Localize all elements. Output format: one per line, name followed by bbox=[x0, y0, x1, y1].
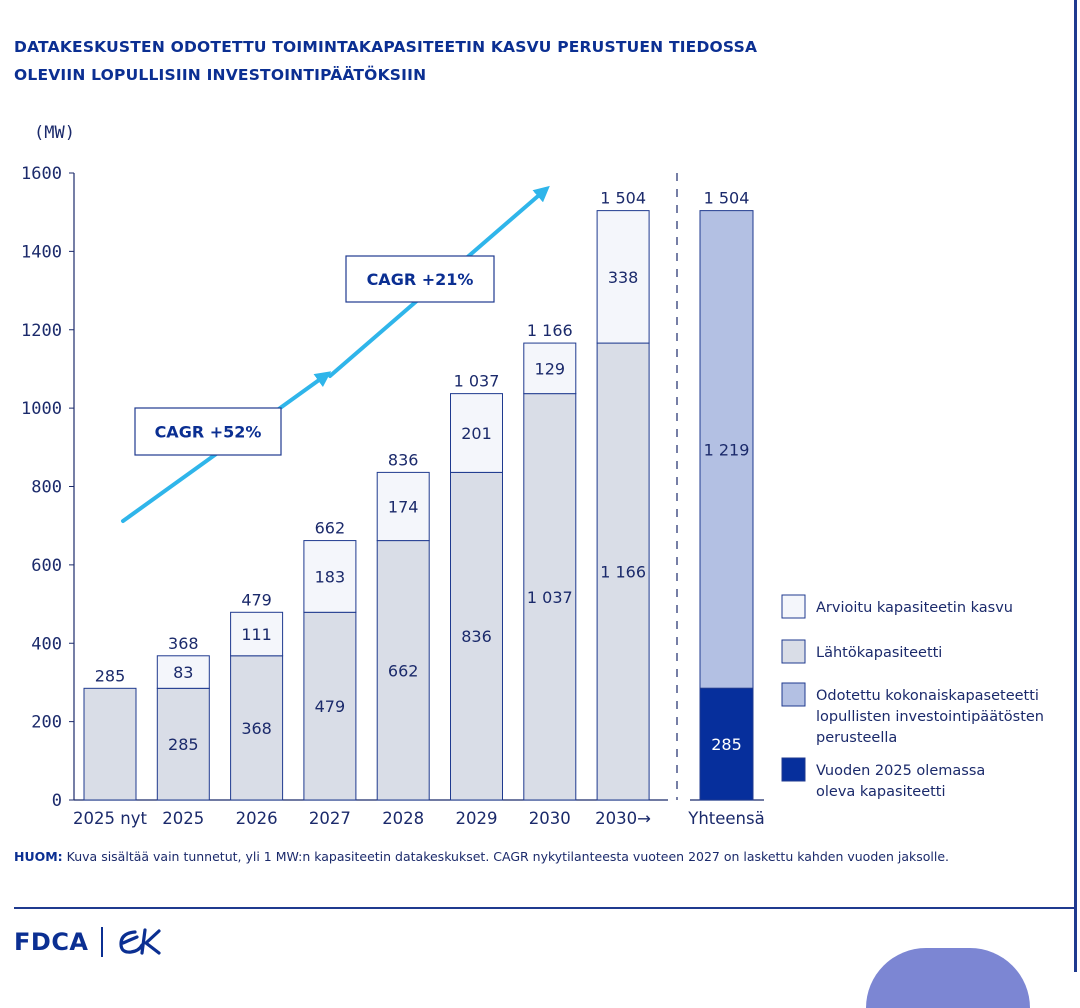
total-bar-existing-segment bbox=[699, 687, 754, 801]
x-tick-label: 2030 bbox=[529, 809, 571, 828]
total-bar-expected-label: 1 219 bbox=[704, 440, 750, 459]
bar-base-label: 368 bbox=[241, 719, 272, 738]
bar-growth-segment bbox=[523, 342, 577, 395]
footnote: HUOM: Kuva sisältää vain tunnetut, yli 1… bbox=[14, 849, 1064, 864]
bar-base-label: 836 bbox=[461, 627, 492, 646]
bar-base-label: 662 bbox=[388, 661, 419, 680]
x-tick-label: 2027 bbox=[309, 809, 351, 828]
bar-total-label: 1 166 bbox=[527, 321, 573, 340]
legend-swatch bbox=[781, 757, 806, 782]
footnote-text: Kuva sisältää vain tunnetut, yli 1 MW:n … bbox=[62, 849, 949, 864]
x-tick-label: 2030→ bbox=[595, 809, 651, 828]
legend-swatch bbox=[781, 594, 806, 619]
bar-growth-segment bbox=[596, 210, 650, 344]
bar-base-segment bbox=[303, 611, 357, 801]
bar-growth-segment bbox=[230, 611, 284, 657]
footer-logo[interactable]: FDCA bbox=[14, 922, 175, 962]
logo-separator bbox=[100, 927, 103, 957]
bar-total-label: 836 bbox=[388, 450, 419, 469]
bar-growth-label: 201 bbox=[461, 424, 492, 443]
legend-label: lopullisten investointipäätösten bbox=[816, 709, 1044, 725]
legend-label: Vuoden 2025 olemassa bbox=[816, 763, 985, 779]
x-tick-label: 2025 bbox=[162, 809, 204, 828]
y-tick-label: 1000 bbox=[21, 399, 62, 419]
fdca-logo-text: FDCA bbox=[14, 928, 89, 956]
legend-label: oleva kapasiteetti bbox=[816, 784, 946, 800]
bar-growth-segment bbox=[376, 471, 430, 542]
bar-total-label: 368 bbox=[168, 634, 199, 653]
chart-title: DATAKESKUSTEN ODOTETTU TOIMINTAKAPASITEE… bbox=[14, 33, 874, 89]
bar-growth-segment bbox=[156, 655, 210, 689]
x-tick-label: 2029 bbox=[456, 809, 498, 828]
bar-growth-label: 174 bbox=[388, 497, 419, 516]
bar-total-label: 1 504 bbox=[600, 189, 646, 208]
bar-base-label: 1 166 bbox=[600, 563, 646, 582]
footnote-prefix: HUOM: bbox=[14, 849, 63, 864]
x-tick-label: 2025 nyt bbox=[73, 809, 147, 828]
bar-base-label: 479 bbox=[315, 697, 346, 716]
bar-base-segment bbox=[83, 687, 137, 801]
y-tick-label: 0 bbox=[52, 791, 62, 811]
cagr-box bbox=[134, 407, 282, 456]
stacked-bar-chart: (MW) 0 200 400 600 800 1000 1200 1400 1600 285 2025… bbox=[21, 123, 1044, 828]
x-tick-label: 2028 bbox=[382, 809, 424, 828]
legend-label: Arvioitu kapasiteetin kasvu bbox=[816, 600, 1013, 616]
bar-base-segment bbox=[596, 342, 650, 801]
bar-growth-segment bbox=[303, 540, 357, 613]
bar-base-segment bbox=[523, 393, 577, 801]
bar-growth-label: 338 bbox=[608, 268, 639, 287]
cagr-label: CAGR +52% bbox=[155, 423, 262, 442]
y-tick-label: 600 bbox=[31, 556, 62, 576]
x-tick-label: 2026 bbox=[236, 809, 278, 828]
total-bar-existing-label: 285 bbox=[711, 735, 742, 754]
bar-base-segment bbox=[376, 540, 430, 801]
corner-button-shape[interactable] bbox=[866, 948, 1030, 1008]
chart-title-line-1: DATAKESKUSTEN ODOTETTU TOIMINTAKAPASITEE… bbox=[14, 38, 758, 56]
bar-total-label: 479 bbox=[241, 590, 272, 609]
cagr-label: CAGR +21% bbox=[367, 270, 474, 289]
y-tick-label: 200 bbox=[31, 713, 62, 733]
bar-total-label: 1 037 bbox=[454, 372, 500, 391]
bar-growth-label: 111 bbox=[241, 625, 272, 644]
legend-label: Lähtökapasiteetti bbox=[816, 645, 942, 661]
y-tick-label: 800 bbox=[31, 478, 62, 498]
chart-title-line-2: OLEVIIN LOPULLISIIN INVESTOINTIPÄÄTÖKSII… bbox=[14, 66, 427, 84]
footer-rule bbox=[14, 907, 1074, 909]
y-tick-label: 400 bbox=[31, 634, 62, 654]
bar-growth-segment bbox=[450, 393, 503, 473]
legend-label: perusteella bbox=[816, 730, 897, 746]
y-axis-label: (MW) bbox=[34, 123, 75, 143]
legend-swatch bbox=[781, 639, 806, 664]
bar-base-label: 285 bbox=[168, 735, 199, 754]
cagr-box bbox=[345, 255, 495, 303]
bar-growth-label: 129 bbox=[535, 359, 566, 378]
bar-total-label: 662 bbox=[315, 519, 346, 538]
bar-growth-label: 183 bbox=[315, 567, 346, 586]
x-tick-label-total: Yhteensä bbox=[687, 809, 764, 828]
y-tick-label: 1200 bbox=[21, 321, 62, 341]
total-bar-total-label: 1 504 bbox=[704, 189, 750, 208]
ek-logo-icon bbox=[118, 928, 161, 955]
y-tick-label: 1600 bbox=[21, 164, 62, 184]
legend-label: Odotettu kokonaiskapaseteetti bbox=[816, 688, 1039, 704]
right-edge-rule bbox=[1074, 0, 1077, 972]
bar-base-segment bbox=[156, 687, 210, 801]
y-tick-label: 1400 bbox=[21, 242, 62, 262]
legend-swatch bbox=[781, 682, 806, 707]
bar-total-label: 285 bbox=[95, 666, 126, 685]
bar-growth-label: 83 bbox=[173, 663, 193, 682]
bar-base-label: 1 037 bbox=[527, 588, 573, 607]
